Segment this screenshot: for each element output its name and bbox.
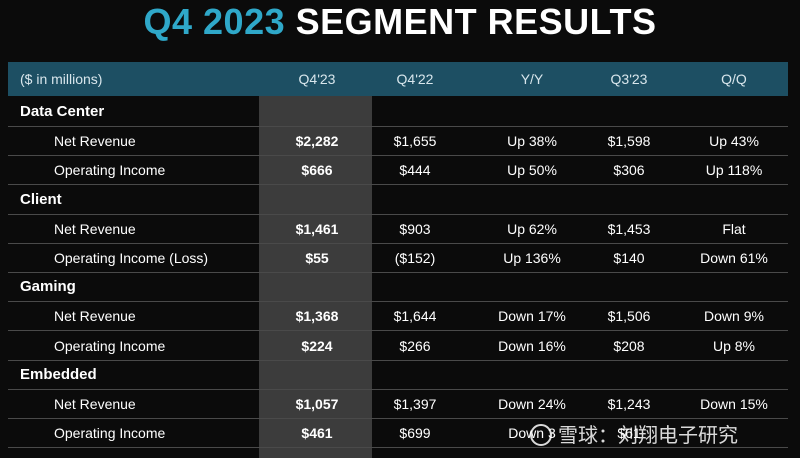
value-cell: $306 <box>613 162 645 179</box>
value-cell: $1,598 <box>607 133 651 150</box>
header-col-q3-23: Q3'23 <box>610 71 648 87</box>
table-row: Net Revenue $1,057 $1,397 Down 24% $1,243 Dow… <box>8 390 788 419</box>
metric-label: Operating Income <box>54 162 166 179</box>
header-col-qq: Q/Q <box>721 71 747 87</box>
title-accent: Q4 2023 <box>143 1 286 42</box>
value-cell: $666 <box>301 162 333 179</box>
header-col-q4-23: Q4'23 <box>298 71 336 87</box>
value-cell: $444 <box>399 162 431 179</box>
metric-label: Net Revenue <box>54 133 136 150</box>
value-cell: $1,644 <box>393 308 437 325</box>
segment-header-row: Gaming <box>8 273 788 303</box>
segment-header-row: Client <box>8 186 788 215</box>
value-cell: $1,655 <box>393 133 437 150</box>
table-row: Operating Income $666 $444 Up 50% $306 Up 118… <box>8 156 788 186</box>
watermark-text: 雪球：刘翔电子研究 <box>558 423 738 447</box>
header-col-yy: Y/Y <box>520 71 544 87</box>
value-cell: Down 61% <box>700 250 768 266</box>
segment-header-row: Data Center <box>8 98 788 127</box>
table-row: Operating Income (Loss) $55 ($152) Up 136% $… <box>8 244 788 273</box>
value-cell: $1,368 <box>295 308 339 325</box>
value-cell: $55 <box>305 250 329 266</box>
value-cell: $699 <box>399 425 431 442</box>
value-cell: Flat <box>722 220 746 237</box>
metric-label: Net Revenue <box>54 396 136 412</box>
segment-label: Embedded <box>20 365 97 383</box>
snowball-logo-icon <box>530 424 552 446</box>
value-cell: $266 <box>399 337 431 354</box>
value-cell: Up 62% <box>507 220 557 237</box>
value-cell: Up 43% <box>709 133 759 150</box>
value-cell: $903 <box>399 220 431 237</box>
value-cell: Up 8% <box>712 337 756 354</box>
value-cell: $1,057 <box>295 396 339 412</box>
watermark: 雪球：刘翔电子研究 <box>530 420 738 450</box>
table-row: Net Revenue $2,282 $1,655 Up 38% $1,598 Up 43… <box>8 127 788 157</box>
value-cell: Down 15% <box>700 396 768 412</box>
title-rest: SEGMENT RESULTS <box>295 1 657 42</box>
page-title: Q4 2023 SEGMENT RESULTS <box>0 2 800 42</box>
value-cell: Up 50% <box>507 162 557 179</box>
table-header-row: ($ in millions) Q4'23 Q4'22 Y/Y Q3'23 Q/… <box>8 62 788 96</box>
value-cell: ($152) <box>394 250 436 266</box>
metric-label: Operating Income <box>54 337 166 354</box>
table-row: Net Revenue $1,461 $903 Up 62% $1,453 Flat <box>8 215 788 244</box>
current-quarter-column-highlight <box>259 96 372 458</box>
metric-label: Net Revenue <box>54 308 136 325</box>
value-cell: Down 17% <box>498 308 566 325</box>
value-cell: Up 136% <box>503 250 561 266</box>
value-cell: $1,397 <box>393 396 437 412</box>
table-row: Operating Income $224 $266 Down 16% $208 Up 8… <box>8 332 788 361</box>
segment-results-table: ($ in millions) Q4'23 Q4'22 Y/Y Q3'23 Q/… <box>8 62 788 458</box>
metric-label: Net Revenue <box>54 220 136 237</box>
segment-label: Data Center <box>20 103 105 120</box>
value-cell: Down 16% <box>498 337 566 354</box>
value-cell: $2,282 <box>295 133 339 150</box>
segment-label: Client <box>20 190 62 208</box>
value-cell: $461 <box>301 425 333 442</box>
value-cell: $1,461 <box>295 220 339 237</box>
value-cell: $1,506 <box>607 308 651 325</box>
table-row: Net Revenue $1,368 $1,644 Down 17% $1,506 Dow… <box>8 302 788 332</box>
value-cell: $224 <box>301 337 333 354</box>
header-col-q4-22: Q4'22 <box>396 71 434 87</box>
value-cell: $140 <box>613 250 645 266</box>
value-cell: $61 <box>617 425 641 442</box>
value-cell: $1,453 <box>607 220 651 237</box>
value-cell: $1,243 <box>607 396 651 412</box>
segment-header-row: Embedded <box>8 361 788 390</box>
value-cell: Down 9% <box>704 308 764 325</box>
segment-label: Gaming <box>20 278 76 296</box>
value-cell: Up 118% <box>705 162 763 179</box>
value-cell: $208 <box>613 337 645 354</box>
value-cell: Down 24% <box>498 396 566 412</box>
value-cell: Up 38% <box>507 133 557 150</box>
metric-label: Operating Income (Loss) <box>54 250 209 266</box>
metric-label: Operating Income <box>54 425 166 442</box>
header-units-label: ($ in millions) <box>20 71 103 87</box>
